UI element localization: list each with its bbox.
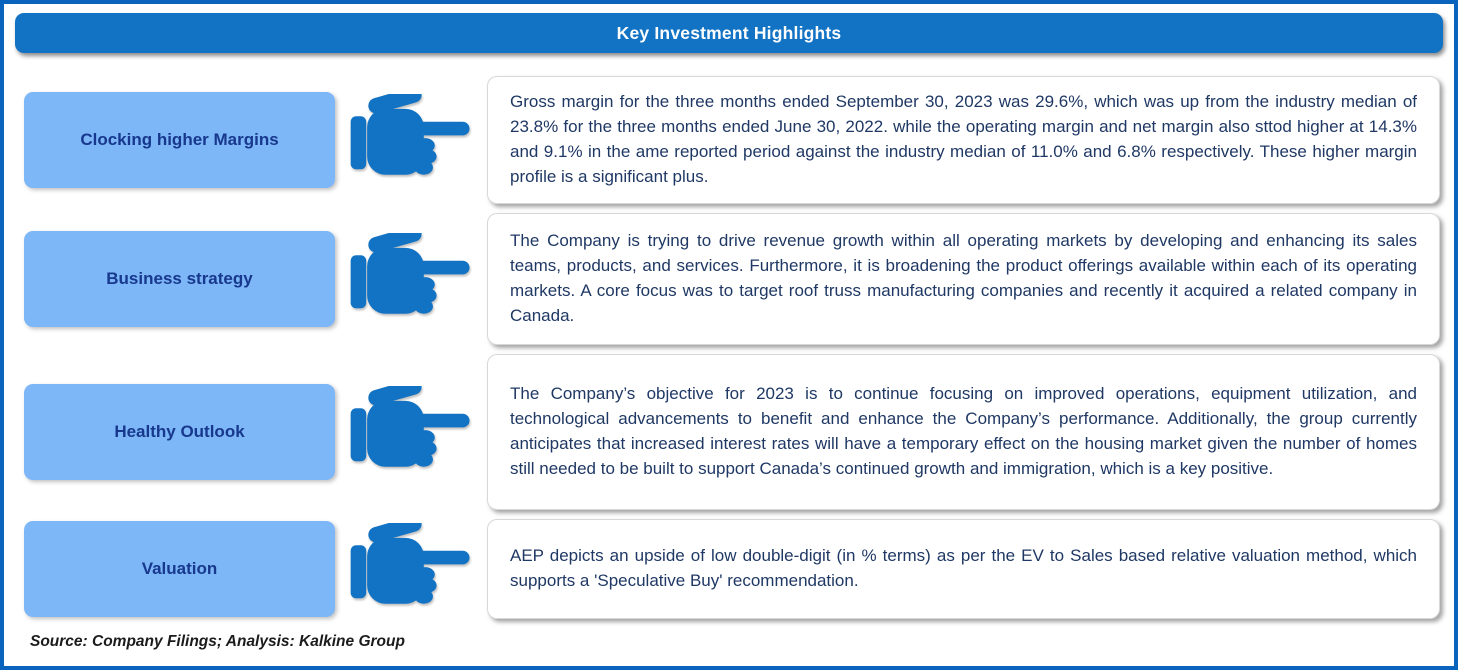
pointing-hand-icon [335, 94, 487, 186]
highlight-label-text: Clocking higher Margins [80, 130, 279, 149]
highlights-list: Clocking higher Margins Gross mar [24, 76, 1440, 619]
pointing-hand-icon [335, 233, 487, 325]
highlight-card-valuation: AEP depicts an upside of low double-digi… [487, 519, 1440, 619]
highlight-label-text: Valuation [141, 559, 218, 578]
highlight-label-text: Healthy Outlook [114, 422, 245, 441]
pointing-hand-icon [335, 386, 487, 478]
highlight-label-text: Business strategy [106, 269, 253, 288]
highlight-row-outlook: Healthy Outlook The Company’s obj [24, 354, 1440, 510]
highlight-text: The Company’s objective for 2023 is to c… [510, 384, 1417, 478]
highlight-row-margins: Clocking higher Margins Gross mar [24, 76, 1440, 204]
page-title-bar: Key Investment Highlights [15, 13, 1443, 53]
highlight-card-margins: Gross margin for the three months ended … [487, 76, 1440, 204]
pointing-hand-icon [335, 523, 487, 615]
highlight-label-clocking-higher-margins: Clocking higher Margins [24, 92, 335, 188]
highlight-row-valuation: Valuation AEP depicts an upside o [24, 519, 1440, 619]
highlight-label-valuation: Valuation [24, 521, 335, 617]
page-title: Key Investment Highlights [616, 22, 842, 43]
highlight-label-healthy-outlook: Healthy Outlook [24, 384, 335, 480]
highlight-label-business-strategy: Business strategy [24, 231, 335, 327]
highlight-text: Gross margin for the three months ended … [510, 92, 1417, 186]
highlight-row-strategy: Business strategy The Company is [24, 213, 1440, 345]
highlight-text: The Company is trying to drive revenue g… [510, 231, 1417, 325]
source-note: Source: Company Filings; Analysis: Kalki… [30, 633, 405, 650]
highlight-card-outlook: The Company’s objective for 2023 is to c… [487, 354, 1440, 510]
highlight-text: AEP depicts an upside of low double-digi… [510, 546, 1417, 590]
highlight-card-strategy: The Company is trying to drive revenue g… [487, 213, 1440, 345]
